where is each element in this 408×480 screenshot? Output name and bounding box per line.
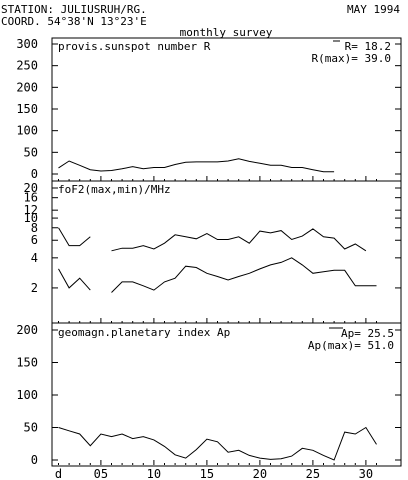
y-tick-label: 6 bbox=[31, 233, 38, 247]
x-tick-label: 25 bbox=[306, 467, 320, 480]
y-tick-label: 10 bbox=[24, 211, 38, 225]
y-tick-label: 0 bbox=[31, 167, 38, 181]
x-tick-label: 10 bbox=[147, 467, 161, 480]
series-line-2-0 bbox=[58, 426, 377, 461]
x-tick-label: 20 bbox=[253, 467, 267, 480]
station-label: STATION: JULIUSRUH/RG. bbox=[1, 3, 147, 16]
panel-ap-title: geomagn.planetary index Ap bbox=[58, 326, 230, 339]
x-tick-label: 30 bbox=[359, 467, 373, 480]
series-line-0-0 bbox=[58, 158, 335, 173]
series-line-1-1 bbox=[58, 268, 91, 291]
y-tick-label: 250 bbox=[16, 59, 38, 73]
series-line-1-0 bbox=[111, 228, 367, 252]
y-tick-label: 12 bbox=[24, 203, 38, 217]
y-tick-label: 150 bbox=[16, 356, 38, 370]
y-tick-label: 16 bbox=[24, 191, 38, 205]
y-tick-label: 100 bbox=[16, 124, 38, 138]
panel-sunspot-title: provis.sunspot number R bbox=[58, 40, 211, 53]
y-tick-label: 0 bbox=[31, 453, 38, 467]
x-tick-label: 15 bbox=[200, 467, 214, 480]
data-lines bbox=[58, 158, 377, 461]
y-tick-label: 20 bbox=[24, 181, 38, 195]
sunspot-mean-label: R= 18.2 bbox=[345, 40, 391, 53]
axis-ticks: 0501001502002503002468101216200501001502… bbox=[16, 37, 401, 467]
y-tick-label: 300 bbox=[16, 37, 38, 51]
y-tick-label: 100 bbox=[16, 388, 38, 402]
date-label: MAY 1994 bbox=[347, 3, 400, 16]
y-tick-label: 200 bbox=[16, 323, 38, 337]
y-tick-label: 2 bbox=[31, 281, 38, 295]
x-tick-label: 05 bbox=[94, 467, 108, 480]
y-tick-label: 200 bbox=[16, 80, 38, 94]
panel-fof2-title: foF2(max,min)/MHz bbox=[58, 183, 171, 196]
y-tick-label: 50 bbox=[24, 421, 38, 435]
survey-label: monthly survey bbox=[180, 26, 273, 39]
coord-label: COORD. 54°38'N 13°23'E bbox=[1, 15, 147, 28]
y-tick-label: 150 bbox=[16, 102, 38, 116]
series-line-1-1 bbox=[111, 257, 377, 293]
panel-fof2-frame bbox=[51, 180, 402, 324]
x-tick-label: d bbox=[55, 467, 62, 480]
series-line-1-0 bbox=[58, 227, 91, 247]
y-tick-label: 8 bbox=[31, 221, 38, 235]
sunspot-max-label: R(max)= 39.0 bbox=[312, 52, 391, 65]
x-axis-labels: d 05 10 15 20 25 30 bbox=[55, 467, 373, 480]
y-tick-label: 4 bbox=[31, 251, 38, 265]
ap-max-label: Ap(max)= 51.0 bbox=[308, 339, 394, 352]
ap-mean-label: Ap= 25.5 bbox=[341, 327, 394, 340]
y-tick-label: 50 bbox=[24, 145, 38, 159]
